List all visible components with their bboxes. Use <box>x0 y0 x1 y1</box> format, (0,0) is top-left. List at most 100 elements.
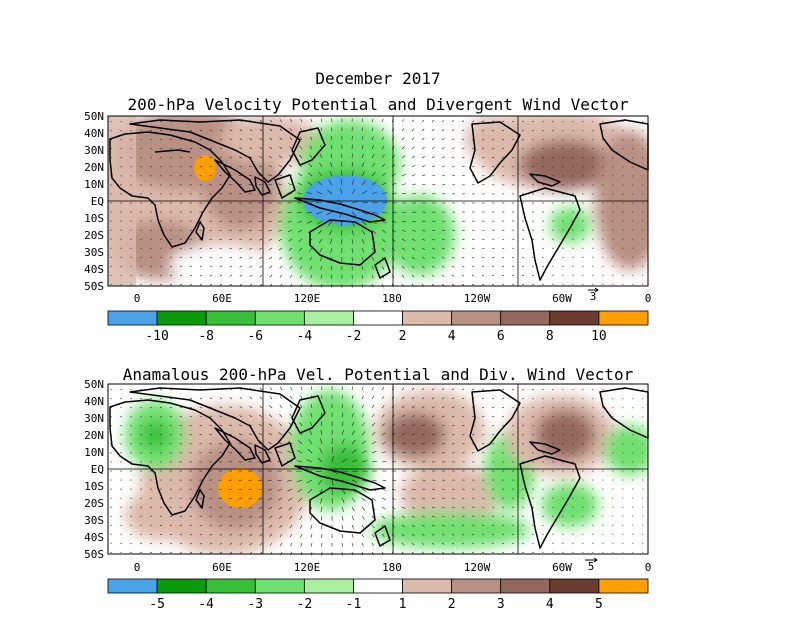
bottom-lat-label: EQ <box>91 463 104 476</box>
colorbar-swatch <box>107 310 158 326</box>
top-lon-label: 60E <box>212 292 232 305</box>
top-lat-label: 30N <box>84 144 104 157</box>
colorbar-swatch <box>254 578 305 594</box>
top-lon-label: 0 <box>134 292 141 305</box>
top-lon-label: 120W <box>464 292 491 305</box>
bottom-map-frame <box>107 383 649 555</box>
top-map-fill <box>108 116 648 286</box>
top-colorbar: -10 -8 -6 -4 -2 2 4 6 8 10 <box>107 310 649 344</box>
colorbar-swatch <box>353 310 403 326</box>
colorbar-swatch <box>598 578 649 594</box>
bottom-lon-label: 180 <box>382 561 402 574</box>
colorbar-swatch <box>402 310 453 326</box>
bottom-lon-label: 120E <box>294 561 321 574</box>
bottom-lat-label: 40S <box>84 531 104 544</box>
top-lat-label: 10N <box>84 178 104 191</box>
colorbar-label: -4 <box>198 597 214 612</box>
top-lat-label: 40N <box>84 127 104 140</box>
colorbar-label: -4 <box>297 329 313 344</box>
bottom-lat-label: 40N <box>84 395 104 408</box>
bottom-reference-vector-label: 5 <box>588 560 595 573</box>
colorbar-label: 6 <box>497 329 505 344</box>
colorbar-label: 8 <box>546 329 554 344</box>
colorbar-swatch <box>451 578 502 594</box>
colorbar-swatch <box>402 578 453 594</box>
bottom-lat-labels: 50N 40N 30N 20N 10N EQ 10S 20S 30S 40S 5… <box>84 378 104 561</box>
bottom-lat-label: 20N <box>84 429 104 442</box>
top-lat-label: 20S <box>84 229 104 242</box>
colorbar-label: -3 <box>247 597 263 612</box>
colorbar-label: 1 <box>399 597 407 612</box>
colorbar-swatch <box>303 310 354 326</box>
colorbar-label: 4 <box>546 597 554 612</box>
top-reference-vector-label: 3 <box>590 290 597 303</box>
colorbar-label: 10 <box>591 329 607 344</box>
colorbar-label: 4 <box>448 329 456 344</box>
top-lat-label: 20N <box>84 161 104 174</box>
bottom-lon-label: 60E <box>212 561 232 574</box>
top-lat-labels: 50N 40N 30N 20N 10N EQ 10S 20S 30S 40S 5… <box>84 110 104 293</box>
top-panel-subtitle: 200-hPa Velocity Potential and Divergent… <box>128 95 629 114</box>
bottom-lat-label: 20S <box>84 497 104 510</box>
colorbar-swatch <box>303 578 354 594</box>
top-lat-label: 40S <box>84 263 104 276</box>
top-lon-label: 0 <box>645 292 652 305</box>
top-coastlines <box>109 119 649 281</box>
colorbar-label: -2 <box>346 329 362 344</box>
colorbar-swatch <box>598 310 649 326</box>
bottom-map-panel: 50N 40N 30N 20N 10N EQ 10S 20S 30S 40S 5… <box>84 378 652 574</box>
bottom-lon-labels: 0 60E 120E 180 120W 60W 0 <box>134 561 652 574</box>
bottom-colorbar: -5 -4 -3 -2 -1 1 2 3 4 5 <box>107 578 649 612</box>
top-lon-label: 180 <box>382 292 402 305</box>
colorbar-label: 5 <box>595 597 603 612</box>
colorbar-label: -2 <box>297 597 313 612</box>
colorbar-swatch <box>549 578 600 594</box>
bottom-coastlines <box>109 387 649 549</box>
bottom-lon-label: 0 <box>134 561 141 574</box>
bottom-wind-vectors <box>110 386 644 556</box>
bottom-lon-label: 120W <box>464 561 491 574</box>
bottom-lon-label: 0 <box>645 561 652 574</box>
colorbar-swatch <box>205 310 256 326</box>
bottom-lat-label: 30S <box>84 514 104 527</box>
top-lon-labels: 0 60E 120E 180 120W 60W 0 <box>134 292 652 305</box>
colorbar-label: -6 <box>247 329 263 344</box>
bottom-lat-label: 50N <box>84 378 104 391</box>
top-wind-vectors <box>110 118 644 288</box>
colorbar-label: 2 <box>399 329 407 344</box>
colorbar-swatch <box>107 578 158 594</box>
colorbar-swatch <box>353 578 403 594</box>
colorbar-label: -8 <box>198 329 214 344</box>
bottom-lon-label: 60W <box>552 561 572 574</box>
colorbar-swatch <box>500 310 551 326</box>
colorbar-swatch <box>549 310 600 326</box>
colorbar-swatch <box>451 310 502 326</box>
top-map-frame <box>107 115 649 287</box>
colorbar-label: -1 <box>346 597 362 612</box>
top-lon-label: 60W <box>552 292 572 305</box>
top-lat-label: 30S <box>84 246 104 259</box>
top-lat-label: 10S <box>84 212 104 225</box>
colorbar-swatch <box>254 310 305 326</box>
colorbar-swatch <box>500 578 551 594</box>
colorbar-swatch <box>205 578 256 594</box>
colorbar-label: -10 <box>145 329 168 344</box>
bottom-panel-subtitle: Anamalous 200-hPa Vel. Potential and Div… <box>123 365 634 384</box>
colorbar-swatch <box>156 578 207 594</box>
colorbar-label: 3 <box>497 597 505 612</box>
top-lon-label: 120E <box>294 292 321 305</box>
top-lat-label: 50S <box>84 280 104 293</box>
colorbar-swatch <box>156 310 207 326</box>
top-lat-label: EQ <box>91 195 104 208</box>
colorbar-label: -5 <box>149 597 165 612</box>
figure-title: December 2017 <box>315 69 440 88</box>
bottom-lat-label: 50S <box>84 548 104 561</box>
top-reference-vector: 3 <box>588 287 599 303</box>
top-lat-label: 50N <box>84 110 104 123</box>
bottom-reference-vector: 5 <box>585 557 598 573</box>
bottom-lat-label: 30N <box>84 412 104 425</box>
bottom-lat-label: 10N <box>84 446 104 459</box>
bottom-lat-label: 10S <box>84 480 104 493</box>
top-map-panel: 50N 40N 30N 20N 10N EQ 10S 20S 30S 40S 5… <box>84 110 652 305</box>
